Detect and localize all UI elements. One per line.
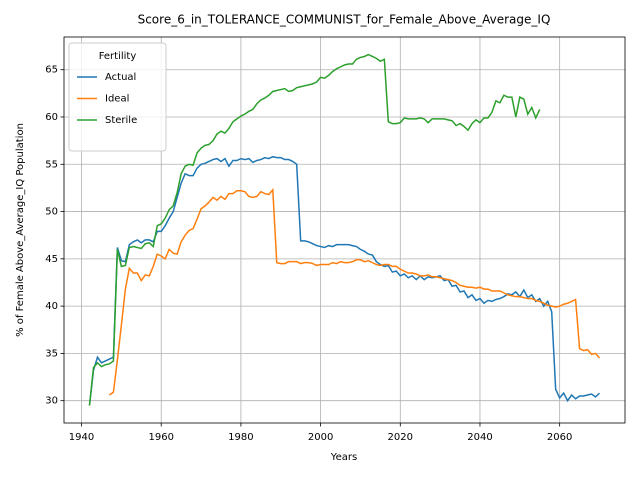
legend: Fertility Actual Ideal Sterile xyxy=(68,42,167,152)
x-tick-label: 2000 xyxy=(308,432,333,443)
y-tick-label: 30 xyxy=(45,396,58,407)
y-tick-label: 40 xyxy=(45,301,58,312)
x-tick-label: 1980 xyxy=(228,432,253,443)
y-tick-label: 55 xyxy=(45,159,58,170)
y-axis-label: % of Female Above_Average_IQ Population xyxy=(15,123,26,337)
chart-title: Score_6_in_TOLERANCE_COMMUNIST_for_Femal… xyxy=(138,13,551,27)
legend-label: Ideal xyxy=(105,94,129,105)
data-line xyxy=(88,155,601,406)
x-tick-label: 1960 xyxy=(148,432,173,443)
data-line xyxy=(108,187,601,396)
legend-title: Fertility xyxy=(99,51,137,62)
x-tick-label: 2040 xyxy=(467,432,492,443)
y-tick-label: 45 xyxy=(45,254,58,265)
y-tick-label: 50 xyxy=(45,207,58,218)
x-tick-label: 1940 xyxy=(69,432,94,443)
x-tick-label: 2020 xyxy=(388,432,413,443)
x-tick-label: 2060 xyxy=(547,432,572,443)
y-tick-label: 35 xyxy=(45,348,58,359)
legend-label: Actual xyxy=(105,72,136,83)
y-tick-label: 65 xyxy=(45,65,58,76)
legend-box xyxy=(68,42,167,152)
x-axis-label: Years xyxy=(330,452,357,463)
y-tick-label: 60 xyxy=(45,112,58,123)
legend-label: Sterile xyxy=(105,115,137,126)
data-line xyxy=(88,53,541,406)
plot-frame xyxy=(63,36,626,424)
